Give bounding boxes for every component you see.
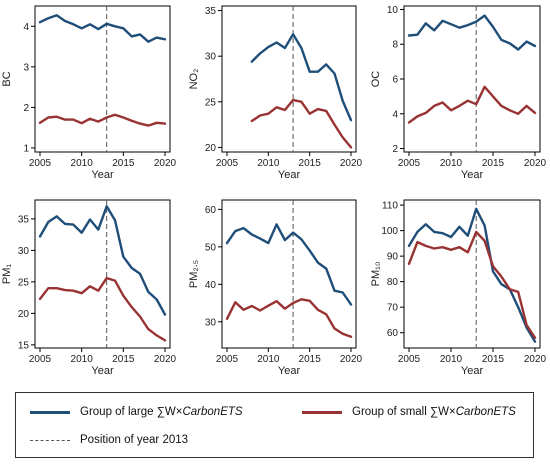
plot-frame [403, 199, 541, 349]
y-tick-label: 110 [382, 201, 398, 212]
y-tick-label: 6 [392, 75, 398, 86]
y-tick-label: 1 [23, 143, 29, 154]
legend-swatch-vline [30, 439, 70, 441]
x-tick-label: 2015 [482, 354, 505, 365]
plot-frame [403, 5, 541, 153]
y-tick-label: 3 [23, 62, 29, 73]
legend-item-large: Group of large ∑W×CarbonETS [30, 406, 243, 418]
x-tick-label: 2020 [154, 354, 177, 365]
y-axis-label: PM₁₀ [370, 262, 382, 287]
y-tick-label: 10 [387, 5, 399, 16]
chart-panel-2: 20 25 30 35 2005 2010 2015 2020 Year NO₂ [188, 5, 363, 181]
plot-frame [221, 199, 357, 349]
x-tick-label: 2020 [524, 158, 547, 169]
series-line-small [407, 230, 537, 339]
y-tick-label: 30 [18, 246, 30, 257]
y-tick-label: 25 [205, 97, 217, 108]
y-tick-label: 35 [18, 214, 30, 225]
series-line-large [250, 33, 353, 122]
y-axis-label: NO₂ [188, 69, 200, 90]
plot-frame [34, 5, 171, 153]
series-line-large [407, 207, 537, 343]
y-tick-label: 80 [387, 277, 399, 288]
x-tick-label: 2010 [71, 158, 94, 169]
y-tick-label: 30 [205, 52, 217, 63]
x-tick-label: 2020 [340, 158, 363, 169]
y-axis-label: PM₁ [1, 264, 13, 285]
x-tick-label: 2015 [299, 158, 322, 169]
legend-swatch-large [30, 410, 70, 414]
y-tick-label: 4 [392, 109, 398, 120]
x-tick-label: 2005 [398, 158, 421, 169]
chart-panel-4: 15 20 25 30 35 2005 2010 2015 2020 Year PM₁ [1, 199, 177, 377]
y-tick-label: 2 [392, 144, 398, 155]
legend-label-vline: Position of year 2013 [80, 434, 189, 446]
y-tick-label: 4 [23, 22, 29, 33]
x-tick-label: 2005 [216, 354, 239, 365]
y-tick-label: 2 [23, 103, 29, 114]
y-tick-label: 25 [18, 277, 30, 288]
x-tick-label: 2005 [216, 158, 239, 169]
y-tick-label: 90 [387, 252, 399, 263]
chart-panel-3: 2 4 6 8 10 2005 2010 2015 2020 Year OC [370, 5, 547, 181]
series-line-small [407, 85, 537, 124]
y-tick-label: 20 [18, 309, 30, 320]
x-tick-label: 2015 [112, 354, 135, 365]
y-tick-label: 60 [387, 328, 399, 339]
y-tick-label: 20 [205, 143, 217, 154]
y-tick-label: 70 [387, 303, 399, 314]
x-tick-label: 2020 [154, 158, 177, 169]
legend-item-small: Group of small ∑W×CarbonETS [302, 406, 516, 418]
y-tick-label: 15 [18, 340, 30, 351]
chart-panel-6: 60 70 80 90 100 110 2005 2010 2015 2020 Year PM₁₀ [370, 199, 547, 377]
x-axis-label: Year [91, 169, 114, 181]
x-tick-label: 2010 [440, 158, 463, 169]
y-tick-label: 35 [205, 6, 217, 17]
series-line-small [250, 98, 353, 149]
y-axis-label: BC [1, 71, 13, 86]
x-tick-label: 2010 [257, 354, 280, 365]
x-tick-label: 2020 [524, 354, 547, 365]
x-tick-label: 2010 [440, 354, 463, 365]
x-axis-label: Year [91, 365, 114, 377]
y-tick-label: 8 [392, 40, 398, 51]
y-tick-label: 50 [205, 242, 217, 253]
x-axis-label: Year [461, 169, 484, 181]
chart-panel-1: 1 2 3 4 2005 2010 2015 2020 Year BC [1, 5, 177, 181]
y-axis-label: OC [370, 71, 382, 88]
y-tick-label: 40 [205, 280, 217, 291]
y-tick-label: 60 [205, 205, 217, 216]
x-axis-label: Year [278, 365, 301, 377]
series-line-large [407, 14, 537, 51]
x-tick-label: 2020 [340, 354, 363, 365]
x-tick-label: 2005 [29, 158, 52, 169]
series-line-large [38, 205, 167, 316]
plot-frame [221, 5, 357, 153]
series-line-small [38, 276, 167, 342]
x-tick-label: 2005 [29, 354, 52, 365]
series-line-large [38, 14, 167, 43]
x-axis-label: Year [461, 365, 484, 377]
plot-frame [34, 199, 171, 349]
legend-swatch-small [302, 410, 342, 414]
series-line-large [225, 223, 353, 306]
x-tick-label: 2010 [71, 354, 94, 365]
legend-label-large: Group of large ∑W×CarbonETS [80, 406, 243, 418]
chart-panel-5: 30 40 50 60 2005 2010 2015 2020 Year PM₂.₅ [188, 199, 363, 377]
x-tick-label: 2010 [257, 158, 280, 169]
y-axis-label: PM₂.₅ [188, 260, 200, 288]
x-tick-label: 2005 [398, 354, 421, 365]
legend: Group of large ∑W×CarbonETS Group of sma… [15, 392, 534, 458]
legend-label-small: Group of small ∑W×CarbonETS [352, 406, 516, 418]
x-tick-label: 2015 [112, 158, 135, 169]
series-line-small [38, 113, 167, 127]
x-axis-label: Year [278, 169, 301, 181]
legend-item-vline: Position of year 2013 [30, 434, 188, 446]
y-tick-label: 100 [381, 226, 398, 237]
x-tick-label: 2015 [299, 354, 322, 365]
series-line-small [225, 298, 353, 338]
y-tick-label: 30 [205, 317, 217, 328]
x-tick-label: 2015 [482, 158, 505, 169]
